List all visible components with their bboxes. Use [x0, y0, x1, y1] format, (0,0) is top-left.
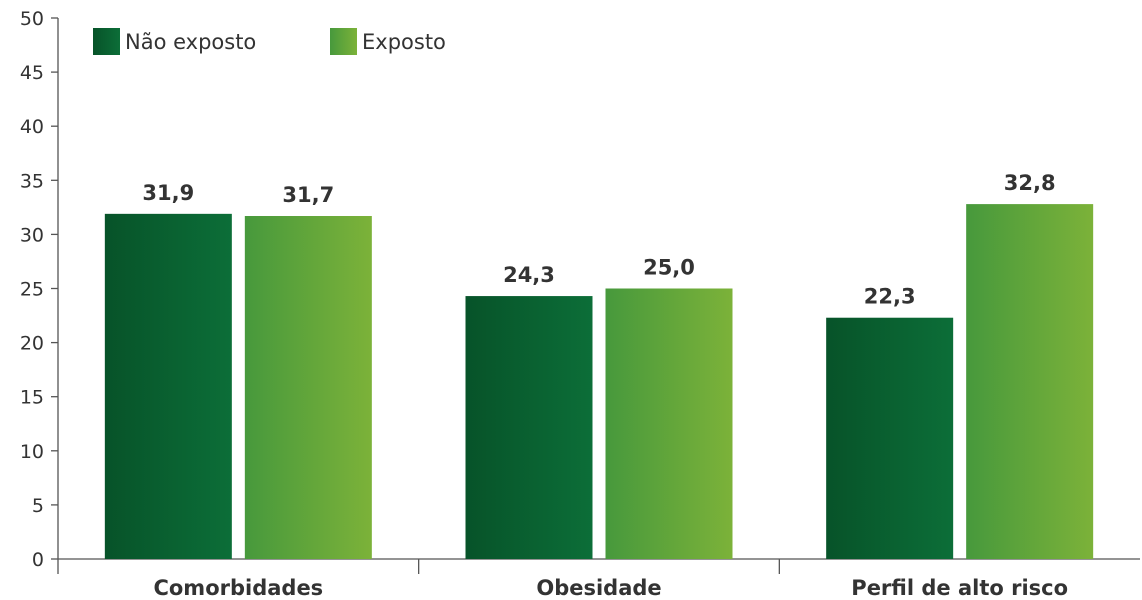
bar-not-exposed — [465, 296, 593, 559]
value-label: 31,9 — [142, 181, 194, 205]
y-tick-label: 40 — [20, 116, 44, 138]
bar-not-exposed — [104, 213, 232, 560]
legend-swatch-not-exposed — [93, 28, 120, 55]
y-tick-label: 0 — [32, 549, 44, 571]
legend-label: Não exposto — [125, 30, 256, 54]
y-tick-label: 35 — [20, 170, 44, 192]
y-tick-label: 25 — [20, 279, 44, 301]
bars: 31,9 31,7 24,3 25,0 22,3 32,8 — [104, 171, 1094, 560]
legend-swatch-exposed — [330, 28, 357, 55]
x-category-label: Obesidade — [536, 576, 661, 600]
y-tick-label: 50 — [20, 8, 44, 30]
legend-label: Exposto — [362, 30, 446, 54]
y-axis: 0 5 10 15 20 25 30 35 40 45 50 — [20, 8, 59, 571]
x-axis: Comorbidades Obesidade Perfil de alto risc… — [57, 558, 1140, 600]
value-label: 24,3 — [503, 263, 555, 287]
value-label: 22,3 — [864, 285, 916, 309]
y-tick-label: 5 — [32, 495, 44, 517]
x-category-label: Perfil de alto risco — [851, 576, 1068, 600]
bar-exposed — [966, 204, 1094, 559]
y-tick-label: 15 — [20, 387, 44, 409]
y-tick-label: 45 — [20, 62, 44, 84]
bar-exposed — [605, 288, 733, 559]
value-label: 25,0 — [643, 256, 695, 280]
bar-not-exposed — [826, 317, 954, 559]
bar-exposed — [244, 216, 372, 560]
value-label: 32,8 — [1004, 171, 1056, 195]
y-tick-label: 20 — [20, 333, 44, 355]
x-category-label: Comorbidades — [153, 576, 323, 600]
y-tick-label: 10 — [20, 441, 44, 463]
value-label: 31,7 — [282, 183, 334, 207]
y-tick-label: 30 — [20, 224, 44, 246]
legend: Não exposto Exposto — [93, 28, 446, 55]
